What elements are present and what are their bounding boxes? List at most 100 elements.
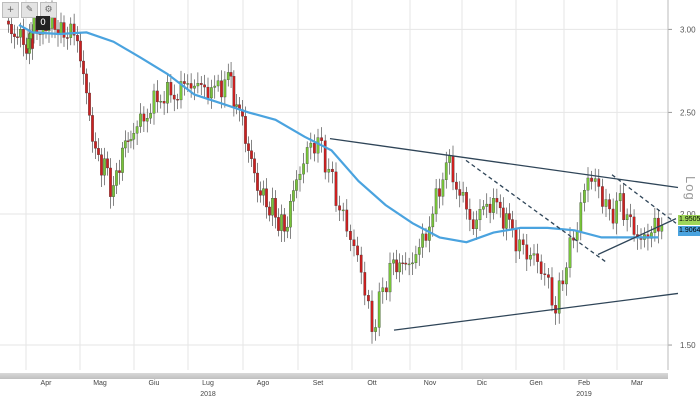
candle-body bbox=[359, 254, 363, 273]
candle-body bbox=[421, 233, 424, 248]
candle-body bbox=[313, 142, 316, 154]
alert-count-badge[interactable]: 0 bbox=[36, 16, 50, 30]
candle-body bbox=[152, 90, 156, 114]
candle-body bbox=[256, 172, 259, 191]
candle-body bbox=[142, 113, 146, 122]
candle-body bbox=[69, 23, 73, 38]
candle-body bbox=[79, 40, 82, 62]
candle-body bbox=[392, 259, 395, 264]
candle-body bbox=[653, 217, 657, 233]
candle-body bbox=[22, 29, 25, 45]
candle-body bbox=[280, 214, 283, 231]
candle-body bbox=[625, 214, 629, 221]
candle-body bbox=[302, 163, 305, 175]
candle-body bbox=[395, 259, 398, 273]
candle-body bbox=[193, 85, 196, 89]
candle-body bbox=[66, 37, 69, 39]
candle-body bbox=[568, 237, 572, 268]
candle-body bbox=[112, 185, 115, 197]
x-tick-label: Apr bbox=[41, 380, 53, 387]
candle-body bbox=[575, 231, 579, 241]
x-tick-label: Nov bbox=[424, 380, 437, 387]
candle-body bbox=[363, 272, 367, 296]
candle-body bbox=[16, 36, 19, 38]
candle-body bbox=[586, 177, 590, 191]
candle-body bbox=[656, 217, 660, 232]
chart-toolbar: + ✎ ⚙ bbox=[2, 2, 57, 18]
candle-body bbox=[622, 193, 626, 221]
candle-body bbox=[206, 86, 210, 99]
candle-body bbox=[550, 277, 554, 306]
candle-body bbox=[247, 143, 250, 151]
candle-body bbox=[32, 16, 36, 33]
log-scale-label[interactable]: Log bbox=[683, 176, 698, 201]
moving-average-line bbox=[18, 23, 659, 244]
candle-body bbox=[478, 209, 482, 221]
candle-body bbox=[381, 287, 385, 292]
candle-body bbox=[309, 142, 313, 148]
candle-body bbox=[604, 199, 608, 207]
candle-body bbox=[583, 190, 586, 203]
x-tick-label: Lug bbox=[202, 380, 214, 387]
candle-body bbox=[298, 173, 302, 180]
candle-body bbox=[349, 230, 352, 240]
trendline-upper-resistance bbox=[329, 138, 679, 189]
candle-body bbox=[162, 101, 166, 104]
candle-body bbox=[172, 94, 176, 100]
candle-body bbox=[475, 219, 478, 230]
candle-body bbox=[407, 263, 411, 266]
candle-body bbox=[126, 140, 130, 142]
candle-body bbox=[632, 216, 636, 235]
candle-body bbox=[259, 190, 262, 196]
candle-body bbox=[76, 35, 79, 42]
candle-body bbox=[565, 267, 568, 285]
candle-body bbox=[455, 181, 458, 190]
trendline-lower-support bbox=[393, 292, 679, 331]
candle-body bbox=[611, 208, 615, 224]
y-tick-label: 2.00 bbox=[680, 210, 696, 219]
timeline-scrollbar[interactable] bbox=[0, 373, 668, 379]
candle-body bbox=[590, 177, 593, 182]
candle-body bbox=[593, 178, 597, 182]
candle-body bbox=[274, 198, 277, 218]
pencil-icon[interactable]: ✎ bbox=[21, 2, 38, 18]
candle-body bbox=[323, 140, 327, 173]
crosshair-icon[interactable]: + bbox=[2, 2, 19, 18]
candle-body bbox=[492, 198, 495, 213]
candle-body bbox=[597, 178, 601, 187]
candle-body bbox=[232, 76, 236, 107]
candle-body bbox=[189, 83, 193, 89]
candle-body bbox=[139, 113, 142, 127]
y-tick-label: 1.50 bbox=[680, 341, 696, 350]
candle-body bbox=[488, 203, 492, 213]
candle-body bbox=[404, 262, 408, 265]
y-tick-label: 3.00 bbox=[680, 25, 696, 34]
candle-body bbox=[213, 85, 217, 88]
candle-body bbox=[229, 72, 233, 77]
candle-body bbox=[316, 137, 320, 154]
candle-body bbox=[132, 133, 136, 140]
candle-body bbox=[121, 147, 124, 173]
candle-body bbox=[265, 188, 268, 208]
candle-body bbox=[629, 214, 632, 218]
x-tick-label: Ott bbox=[367, 380, 376, 387]
trendline-dashed-downtrend-2 bbox=[611, 174, 677, 224]
x-tick-label: Dic bbox=[477, 380, 488, 387]
candle-body bbox=[465, 192, 468, 210]
year-label: 2019 bbox=[576, 391, 592, 398]
candle-body bbox=[501, 207, 505, 229]
candle-body bbox=[532, 253, 536, 256]
candle-body bbox=[97, 148, 100, 155]
moving-average-price-tag: 1.9064 bbox=[678, 226, 700, 237]
candle-body bbox=[327, 168, 331, 173]
candle-body bbox=[118, 170, 121, 173]
candle-body bbox=[338, 205, 341, 211]
candle-body bbox=[539, 261, 543, 274]
candle-body bbox=[10, 24, 13, 35]
candle-body bbox=[196, 83, 200, 87]
candle-body bbox=[13, 33, 16, 37]
candle-body bbox=[169, 82, 173, 96]
candle-body bbox=[377, 291, 381, 328]
candle-body bbox=[615, 200, 619, 224]
